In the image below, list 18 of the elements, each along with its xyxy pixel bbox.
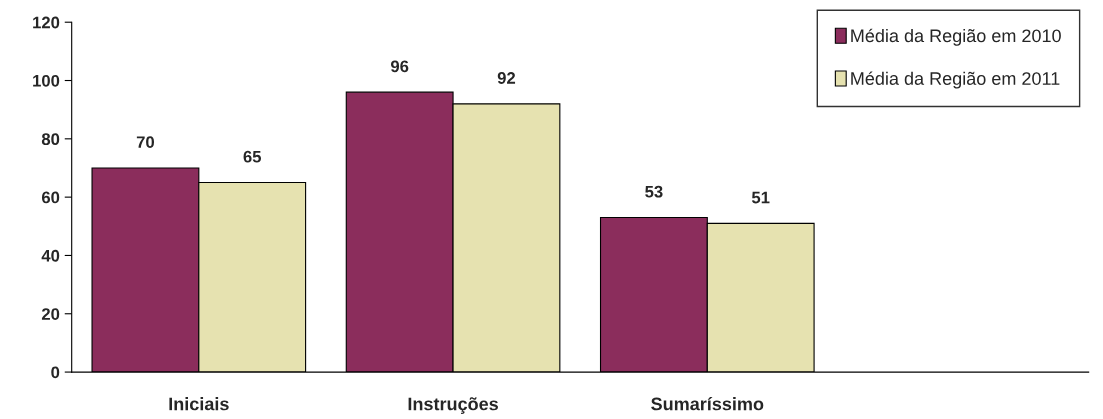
y-tick-label: 40: [41, 249, 60, 262]
data-label: 53: [645, 185, 663, 198]
y-tick-label: 20: [41, 308, 60, 320]
y-tick-label: 0: [51, 366, 60, 379]
x-tick-label: Instruções: [408, 397, 498, 414]
y-tick-label: 100: [33, 74, 60, 87]
x-tick-label: Iniciais: [169, 397, 229, 411]
x-tick-label: Sumaríssimo: [651, 396, 764, 411]
legend-label: Média da Região em 2011: [851, 71, 1060, 89]
data-label: 70: [136, 136, 155, 149]
y-tick-label: 80: [41, 133, 60, 146]
y-tick-label: 120: [33, 16, 60, 29]
legend-label: Média da Região em 2010: [851, 28, 1061, 46]
data-label: 92: [497, 72, 516, 84]
data-label: 51: [751, 191, 770, 204]
data-label: 96: [390, 60, 409, 73]
y-tick-label: 60: [41, 191, 60, 204]
data-label: 65: [243, 150, 262, 163]
